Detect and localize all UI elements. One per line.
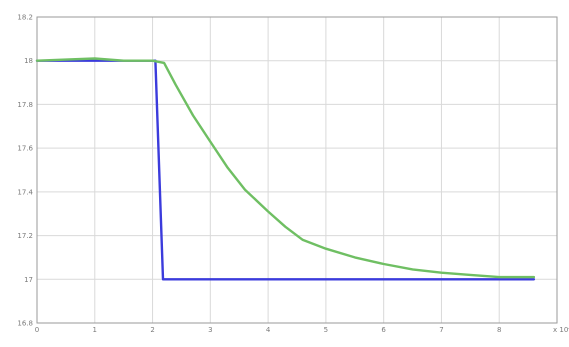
y-tick-label: 17.4 — [17, 188, 33, 196]
y-tick-label: 17.2 — [17, 232, 33, 240]
series-line-response — [35, 57, 536, 279]
grid — [37, 17, 557, 323]
y-tick-label: 17 — [24, 276, 33, 284]
x-tick-label: 8 — [497, 326, 501, 334]
x-axis-multiplier-label: x 10⁴ — [553, 326, 569, 334]
x-tick-label: 6 — [381, 326, 386, 334]
x-tick-label: 3 — [208, 326, 212, 334]
series-layer — [35, 57, 536, 281]
x-tick-label: 7 — [439, 326, 443, 334]
y-tick-label: 17.8 — [17, 101, 33, 109]
x-tick-label: 5 — [324, 326, 328, 334]
x-tick-label: 4 — [266, 326, 271, 334]
x-tick-label: 0 — [35, 326, 39, 334]
series-line-step — [35, 59, 536, 281]
y-tick-label: 18 — [24, 57, 33, 65]
y-tick-label: 18.2 — [17, 14, 33, 22]
y-tick-label: 16.8 — [17, 320, 33, 328]
y-tick-label: 17.6 — [17, 145, 33, 153]
y-tick-labels: 16.8 17 17.2 17.4 17.6 17.8 18 18.2 — [17, 14, 33, 328]
x-tick-labels: 0 1 2 3 4 5 6 7 8 — [35, 326, 502, 334]
x-tick-label: 1 — [93, 326, 97, 334]
plot-frame — [36, 16, 558, 324]
x-tick-label: 2 — [150, 326, 154, 334]
